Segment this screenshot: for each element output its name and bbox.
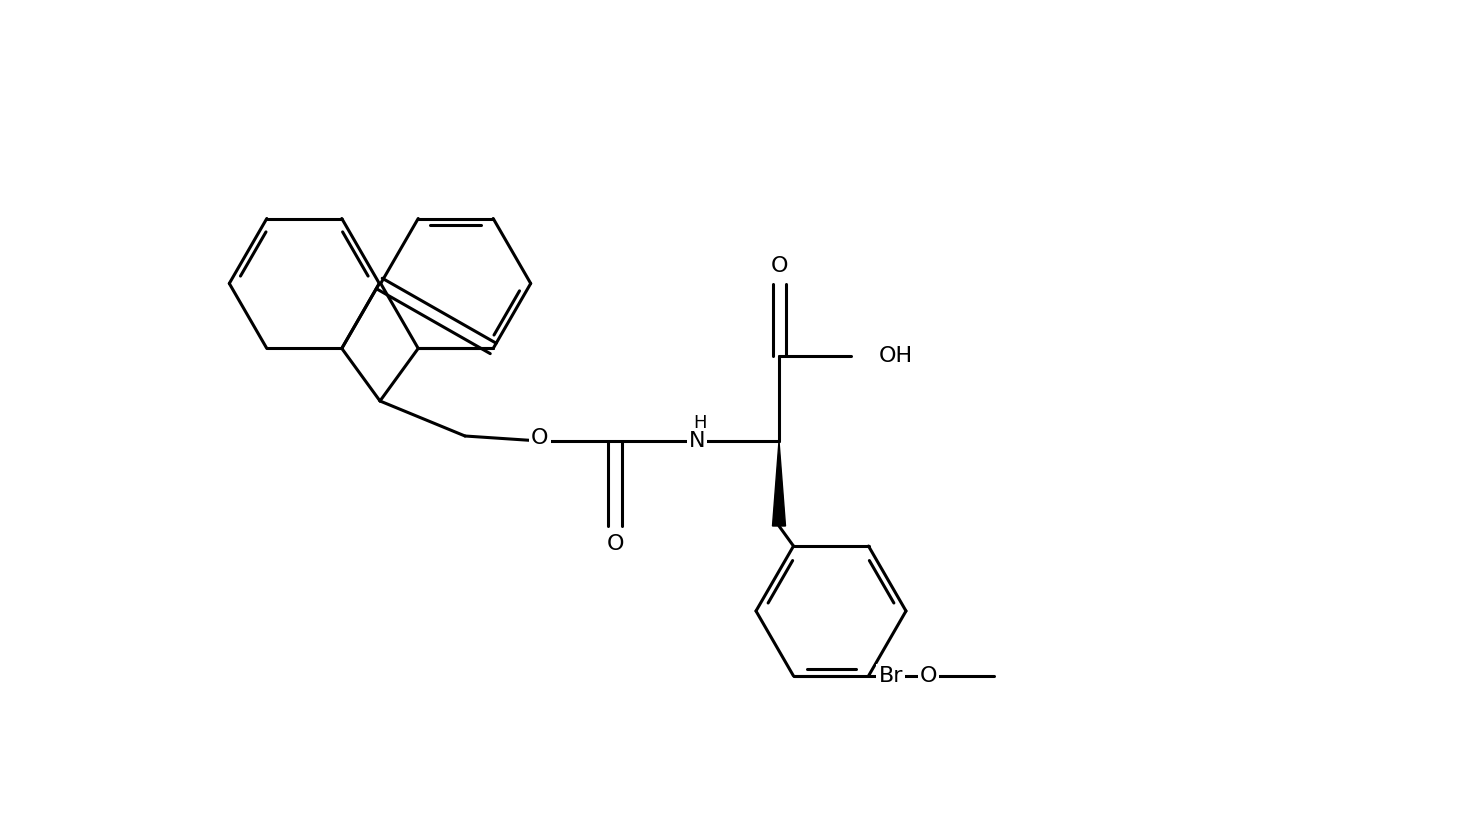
Polygon shape	[772, 441, 785, 526]
Text: N: N	[689, 431, 705, 451]
Text: OH: OH	[879, 346, 914, 366]
Text: O: O	[531, 428, 548, 448]
Text: O: O	[920, 666, 937, 686]
Text: O: O	[770, 256, 788, 276]
Text: H: H	[693, 414, 706, 432]
Text: Br: Br	[879, 666, 904, 686]
Text: O: O	[607, 534, 624, 554]
